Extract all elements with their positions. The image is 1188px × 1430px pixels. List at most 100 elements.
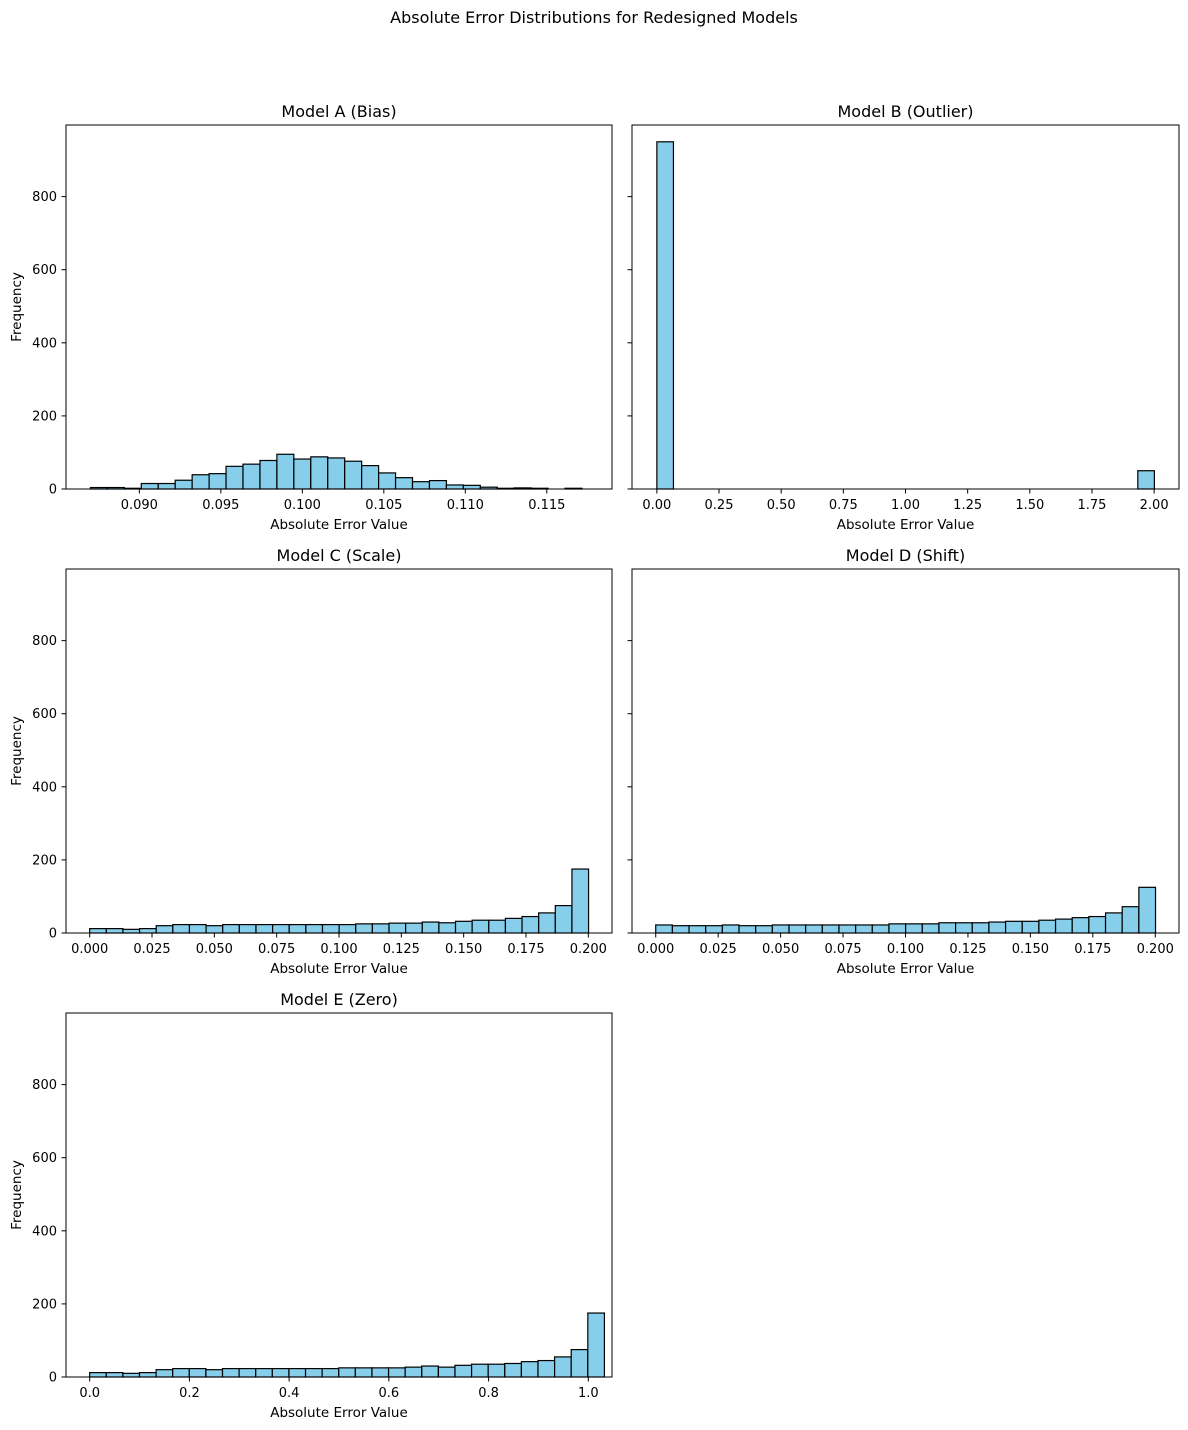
x-tick-label: 0.175: [1074, 942, 1111, 957]
histogram-bar: [1004, 920, 1023, 934]
histogram-bar: [344, 460, 363, 490]
x-axis-ticks: 0.000 0.025 0.050 0.075 0.100 0.125 0.150 0.175…: [637, 933, 1174, 957]
histogram-bar: [310, 456, 329, 490]
histogram-bars: [89, 868, 590, 934]
histogram-bar: [521, 915, 540, 934]
y-tick-label: 600: [32, 1151, 57, 1166]
y-tick-label: 800: [32, 634, 57, 649]
histogram-bar: [105, 1372, 124, 1378]
histogram-bar: [172, 1367, 190, 1378]
histogram-bar: [404, 1366, 423, 1378]
x-axis-ticks: 0.000 0.025 0.050 0.075 0.100 0.125 0.150 0.175…: [71, 933, 607, 957]
histogram-bar: [988, 921, 1007, 934]
y-tick-label: 0: [49, 927, 57, 942]
x-axis-label: Absolute Error Value: [837, 961, 975, 977]
histogram-bar: [1038, 919, 1057, 934]
histogram-bar: [438, 922, 457, 934]
histogram-bar: [755, 925, 773, 934]
x-tick-label: 0.050: [196, 942, 233, 957]
subplot-title: Model D (Shift): [846, 546, 965, 565]
x-tick-label: 0.110: [447, 498, 484, 513]
histogram-bar: [587, 1312, 606, 1378]
histogram-bar: [272, 923, 290, 934]
histogram-bar: [488, 919, 507, 934]
histogram-bar: [276, 453, 295, 490]
y-axis-ticks: 0 200 400 600 800: [32, 634, 66, 942]
histogram-bar: [437, 1366, 456, 1378]
y-tick-label: 0: [49, 483, 57, 498]
histogram-bar: [504, 1362, 522, 1378]
histogram-bar: [255, 1367, 273, 1378]
histogram-bar: [155, 925, 174, 934]
histogram-bar: [321, 923, 340, 934]
x-axis-label: Absolute Error Value: [270, 517, 408, 533]
histogram-bar: [378, 472, 397, 490]
histogram-bar: [371, 923, 390, 934]
y-tick-label: 800: [32, 190, 57, 205]
histogram-bar: [255, 923, 274, 934]
x-tick-label: 0.75: [829, 498, 858, 513]
x-tick-label: 0.150: [1012, 942, 1049, 957]
axes-frame: [65, 568, 613, 934]
x-tick-label: 0.50: [767, 498, 796, 513]
x-axis-ticks: 0.00 0.25 0.50 0.75 1.00 1.25 1.50 1.75 2.00: [642, 489, 1169, 513]
histogram-bar: [821, 924, 840, 934]
histogram-bar: [905, 923, 923, 934]
x-tick-label: 0.115: [528, 498, 565, 513]
x-axis-ticks: 0.090 0.095 0.100 0.105 0.110 0.115: [121, 489, 565, 513]
histogram-bar: [288, 1367, 307, 1378]
histogram-bar: [157, 482, 176, 490]
histogram-bar: [122, 928, 141, 934]
y-axis-ticks: [627, 640, 632, 934]
histogram-bars: [656, 141, 1155, 490]
histogram-bar: [225, 465, 244, 490]
x-tick-label: 1.0: [578, 1386, 599, 1401]
histogram-bar: [454, 1364, 473, 1378]
histogram-bar: [242, 463, 261, 490]
x-axis-ticks: 0.0 0.2 0.4 0.6 0.8 1.0: [79, 1377, 599, 1401]
histogram-bar: [1021, 920, 1040, 934]
subplot-title: Model A (Bias): [281, 102, 396, 121]
histogram-bar: [327, 457, 346, 490]
histogram-bar: [771, 924, 790, 934]
x-tick-label: 0.025: [133, 942, 170, 957]
x-tick-label: 0.200: [1137, 942, 1174, 957]
histogram-bar: [394, 477, 414, 490]
histogram-bar: [1104, 912, 1123, 934]
y-tick-label: 200: [32, 1297, 57, 1312]
histogram-bar: [445, 484, 464, 490]
histogram-bar: [371, 1367, 390, 1378]
subplot-model-d: 0.000 0.025 0.050 0.075 0.100 0.125 0.150 0.175…: [627, 546, 1180, 977]
x-tick-label: 0.050: [762, 942, 799, 957]
subplot-model-b: 0.00 0.25 0.50 0.75 1.00 1.25 1.50 1.75 2.00 Mode…: [627, 102, 1180, 533]
histogram-bar: [570, 1348, 589, 1378]
x-tick-label: 0.2: [179, 1386, 200, 1401]
y-axis-ticks: 0 200 400 600 800: [32, 1078, 66, 1386]
histogram-bar: [259, 459, 278, 490]
histogram-bar: [871, 924, 890, 934]
histogram-bar: [655, 924, 673, 934]
x-tick-label: 0.175: [507, 942, 544, 957]
histogram-bars: [89, 453, 583, 490]
histogram-bar: [105, 928, 124, 934]
y-axis-label: Frequency: [9, 716, 25, 786]
histogram-bar: [738, 925, 757, 934]
y-tick-label: 0: [49, 1371, 57, 1386]
histogram-bar: [388, 922, 407, 934]
histogram-bars: [655, 886, 1157, 934]
histogram-bar: [788, 924, 807, 934]
histogram-bar: [208, 473, 227, 490]
histogram-bar: [338, 923, 357, 934]
subplot-title: Model C (Scale): [277, 546, 402, 565]
y-tick-label: 600: [32, 707, 57, 722]
histogram-bar: [405, 922, 423, 934]
histogram-bar: [428, 479, 448, 490]
histogram-bar: [188, 923, 207, 934]
histogram-bar: [571, 868, 590, 934]
histogram-bar: [421, 921, 440, 934]
x-tick-label: 1.50: [1015, 498, 1044, 513]
y-tick-label: 800: [32, 1078, 57, 1093]
x-tick-label: 2.00: [1140, 498, 1169, 513]
histogram-bar: [671, 925, 690, 934]
histogram-bar: [462, 484, 481, 490]
